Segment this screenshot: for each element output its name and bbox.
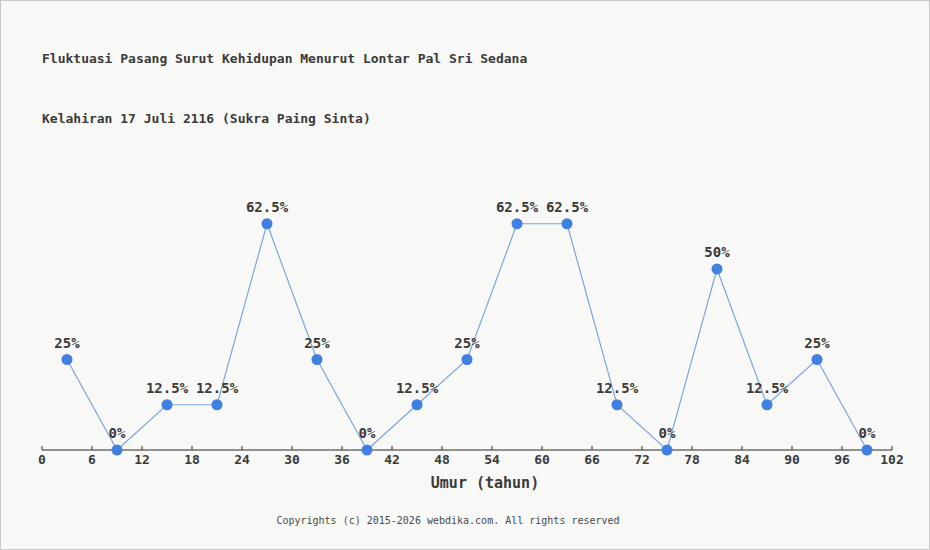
data-point-marker	[612, 399, 623, 410]
x-axis-label: Umur (tahun)	[431, 474, 539, 492]
x-axis-tick-label: 60	[534, 452, 550, 467]
data-point-label: 25%	[454, 335, 480, 351]
data-point-marker	[812, 354, 823, 365]
data-point-label: 62.5%	[546, 199, 589, 215]
data-point-label: 0%	[859, 425, 876, 441]
data-point-marker	[562, 218, 573, 229]
data-point-label: 50%	[704, 244, 730, 260]
line-chart: 0 6 12 18 24 30 36 42 48 54 60 66 72 78 84 90 96 102 25% 0%…	[1, 1, 930, 550]
x-axis-tick-label: 90	[784, 452, 800, 467]
data-point-label: 62.5%	[246, 199, 289, 215]
data-point-label: 12.5%	[596, 380, 639, 396]
x-axis-tick-label: 102	[880, 452, 903, 467]
data-point-label: 0%	[359, 425, 376, 441]
data-point-marker	[162, 399, 173, 410]
x-axis-tick-label: 66	[584, 452, 600, 467]
data-point-marker	[762, 399, 773, 410]
x-axis-tick-label: 78	[684, 452, 700, 467]
data-point-label: 12.5%	[196, 380, 239, 396]
data-point-label: 25%	[304, 335, 330, 351]
data-point-label: 12.5%	[396, 380, 439, 396]
data-point-label: 12.5%	[746, 380, 789, 396]
data-point-marker	[262, 218, 273, 229]
x-axis-tick-label: 36	[334, 452, 350, 467]
x-axis-tick-label: 18	[184, 452, 200, 467]
x-axis-tick-label: 42	[384, 452, 400, 467]
data-point-marker	[712, 264, 723, 275]
x-axis-tick-label: 48	[434, 452, 450, 467]
x-axis-tick-label: 96	[834, 452, 850, 467]
data-point-label: 25%	[804, 335, 830, 351]
x-axis-tick-label: 54	[484, 452, 500, 467]
data-point-marker	[312, 354, 323, 365]
data-point-label: 25%	[54, 335, 80, 351]
data-point-marker	[362, 445, 373, 456]
x-axis-tick-label: 6	[88, 452, 96, 467]
x-axis-tick-label: 24	[234, 452, 250, 467]
data-point-marker	[462, 354, 473, 365]
data-point-marker	[62, 354, 73, 365]
data-point-marker	[662, 445, 673, 456]
data-point-marker	[212, 399, 223, 410]
chart-canvas: Fluktuasi Pasang Surut Kehidupan Menurut…	[0, 0, 930, 550]
data-point-marker	[862, 445, 873, 456]
data-point-marker	[112, 445, 123, 456]
copyright-text: Copyrights (c) 2015-2026 webdika.com. Al…	[276, 515, 619, 526]
data-point-label: 62.5%	[496, 199, 539, 215]
data-point-label: 0%	[109, 425, 126, 441]
x-axis-tick-label: 84	[734, 452, 750, 467]
data-point-label: 0%	[659, 425, 676, 441]
data-point-label: 12.5%	[146, 380, 189, 396]
x-axis-tick-label: 72	[634, 452, 650, 467]
x-axis-tick-label: 0	[38, 452, 46, 467]
data-point-marker	[412, 399, 423, 410]
x-axis-tick-label: 30	[284, 452, 300, 467]
data-point-marker	[512, 218, 523, 229]
x-axis-tick-label: 12	[134, 452, 150, 467]
